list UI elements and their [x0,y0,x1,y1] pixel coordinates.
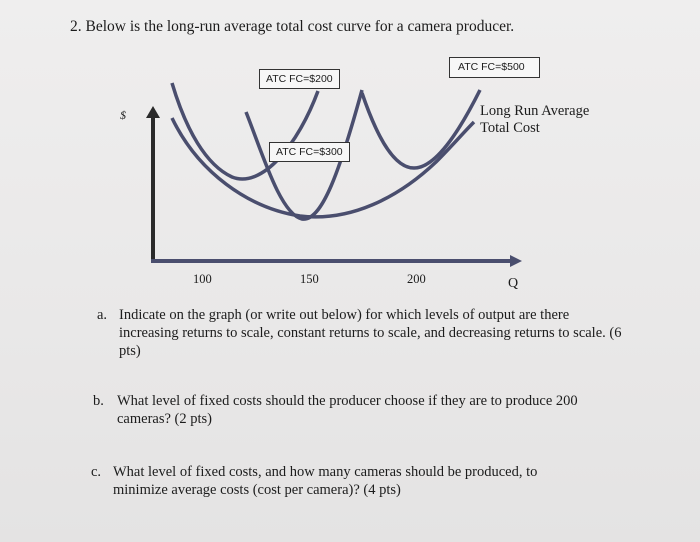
lrac-label-line1: Long Run Average [480,103,590,119]
part-b-line2: cameras? (2 pts) [117,411,213,427]
part-a-line1: Indicate on the graph (or write out belo… [119,307,570,323]
atc-fc500-label: ATC FC=$500 [449,57,540,78]
part-b-line1: What level of fixed costs should the pro… [117,393,578,409]
cost-curve-graph [146,82,522,267]
part-a-letter: a. [97,307,108,323]
lrac-curve [170,117,476,219]
part-a: a. Indicate on the graph (or write out b… [97,306,677,366]
y-axis-label: $ [120,108,126,122]
x-tick-100: 100 [193,272,212,286]
part-a-line2: increasing returns to scale, constant re… [119,325,622,341]
y-axis-arrow [146,106,160,118]
x-axis-label: Q [508,276,519,291]
part-c-line1: What level of fixed costs, and how many … [113,464,538,480]
x-axis-arrow [510,255,522,267]
part-b-letter: b. [93,393,104,409]
atc-fc500-curve [360,89,482,170]
part-a-line3: pts) [119,343,141,359]
lrac-label-line2: Total Cost [480,120,540,136]
part-c-letter: c. [91,464,102,480]
x-tick-150: 150 [300,272,319,286]
x-tick-200: 200 [407,272,426,286]
atc-fc200-curve [170,82,320,181]
question-title: 2. Below is the long-run average total c… [70,18,515,35]
part-c: c. What level of fixed costs, and how ma… [91,463,651,503]
atc-fc200-label: ATC FC=$200 [259,69,340,89]
atc-fc300-label: ATC FC=$300 [269,142,350,162]
part-b: b. What level of fixed costs should the … [93,392,653,432]
part-c-line2: minimize average costs (cost per camera)… [113,482,401,498]
lrac-label: Long Run Average Total Cost [480,103,589,137]
